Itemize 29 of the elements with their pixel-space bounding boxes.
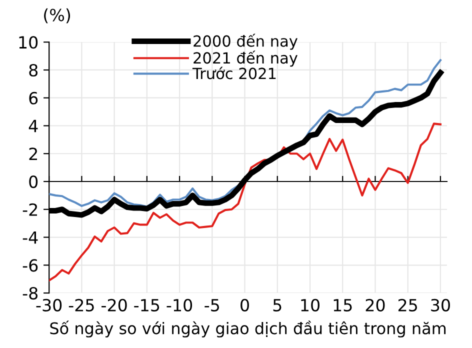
y-tick-label: 4 [28, 120, 38, 132]
x-tick-label: 10 [301, 298, 320, 312]
legend-label: 2000 đến nay [194, 34, 298, 50]
y-tick-label: 0 [29, 175, 38, 188]
y-tick-label: 10 [19, 36, 38, 49]
x-axis-title: Số ngày so với ngày giao dịch đầu tiên trong năm [50, 320, 446, 338]
legend-label: 2021 đến nay [194, 50, 298, 67]
x-tick-label: 5 [273, 299, 282, 312]
legend-label: Trước 2021 [192, 66, 276, 80]
y-axis-title: (%) [44, 8, 70, 24]
x-tick-label: 25 [398, 298, 417, 312]
x-tick-label: 0 [240, 298, 249, 312]
y-tick-label: 8 [29, 64, 38, 77]
x-tick-label: -10 [166, 298, 192, 312]
line-series [49, 122, 442, 282]
x-tick-label: -15 [134, 299, 160, 312]
x-tick-label: 15 [334, 299, 352, 312]
x-tick-label: 30 [431, 298, 450, 312]
x-tick-label: -20 [102, 298, 127, 312]
x-tick-label: -30 [36, 298, 62, 312]
y-tick-label: -4 [22, 231, 38, 244]
y-tick-label: -8 [22, 286, 38, 300]
y-tick-label: 6 [29, 92, 38, 104]
x-tick-label: -5 [204, 299, 220, 312]
y-tick-label: -2 [22, 203, 38, 216]
y-tick-label: -6 [22, 259, 38, 272]
y-tick-label: 2 [29, 148, 37, 160]
x-tick-label: -25 [68, 298, 94, 312]
x-tick-label: 20 [366, 298, 385, 312]
